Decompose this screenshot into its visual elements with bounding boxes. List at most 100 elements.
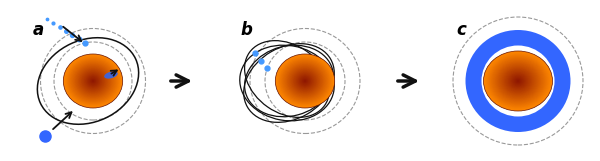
Ellipse shape: [282, 60, 328, 102]
Ellipse shape: [499, 65, 537, 98]
Ellipse shape: [288, 66, 322, 97]
Ellipse shape: [487, 54, 549, 108]
Ellipse shape: [515, 78, 521, 84]
Ellipse shape: [466, 30, 571, 132]
Ellipse shape: [517, 80, 519, 82]
Ellipse shape: [84, 73, 102, 89]
Ellipse shape: [301, 78, 309, 84]
Ellipse shape: [286, 64, 323, 98]
Ellipse shape: [498, 64, 538, 98]
Ellipse shape: [80, 69, 106, 93]
Ellipse shape: [515, 79, 521, 83]
Ellipse shape: [65, 56, 121, 106]
Ellipse shape: [70, 60, 116, 102]
Ellipse shape: [486, 53, 550, 109]
Ellipse shape: [482, 46, 554, 117]
Ellipse shape: [494, 60, 542, 102]
Ellipse shape: [516, 80, 520, 82]
Text: b: b: [240, 21, 252, 39]
Ellipse shape: [510, 74, 526, 88]
Ellipse shape: [77, 67, 109, 95]
Ellipse shape: [92, 80, 94, 82]
Ellipse shape: [284, 62, 326, 100]
Ellipse shape: [275, 54, 335, 108]
Ellipse shape: [514, 77, 523, 85]
Ellipse shape: [295, 72, 314, 90]
Ellipse shape: [277, 55, 333, 107]
Ellipse shape: [291, 68, 319, 94]
Ellipse shape: [292, 69, 319, 93]
Ellipse shape: [502, 67, 533, 95]
Ellipse shape: [67, 57, 119, 105]
Ellipse shape: [496, 62, 539, 100]
Ellipse shape: [511, 75, 525, 87]
Ellipse shape: [280, 58, 330, 104]
Ellipse shape: [104, 71, 118, 79]
Ellipse shape: [485, 52, 551, 109]
Ellipse shape: [484, 52, 551, 110]
Ellipse shape: [300, 76, 310, 86]
Ellipse shape: [301, 77, 310, 85]
Ellipse shape: [488, 55, 548, 107]
Ellipse shape: [503, 68, 533, 94]
Ellipse shape: [92, 80, 94, 82]
Ellipse shape: [492, 58, 544, 104]
Ellipse shape: [72, 62, 114, 100]
Ellipse shape: [507, 71, 529, 91]
Ellipse shape: [90, 78, 96, 84]
Ellipse shape: [491, 58, 545, 104]
Ellipse shape: [83, 72, 103, 90]
Ellipse shape: [500, 65, 536, 97]
Ellipse shape: [68, 59, 118, 103]
Ellipse shape: [299, 76, 311, 86]
Ellipse shape: [289, 67, 320, 95]
Ellipse shape: [509, 74, 527, 89]
Ellipse shape: [298, 74, 313, 88]
Ellipse shape: [276, 55, 334, 107]
Ellipse shape: [504, 69, 532, 93]
Ellipse shape: [279, 57, 331, 105]
Ellipse shape: [69, 59, 117, 103]
Ellipse shape: [513, 76, 523, 85]
Ellipse shape: [78, 67, 108, 95]
Ellipse shape: [77, 66, 109, 96]
Ellipse shape: [285, 63, 325, 99]
Ellipse shape: [289, 66, 322, 96]
Text: a: a: [33, 21, 44, 39]
Ellipse shape: [298, 75, 311, 87]
Ellipse shape: [287, 65, 323, 97]
Ellipse shape: [295, 71, 316, 90]
Ellipse shape: [304, 80, 306, 82]
Ellipse shape: [66, 57, 120, 105]
Ellipse shape: [64, 54, 123, 108]
Ellipse shape: [505, 70, 531, 92]
Ellipse shape: [303, 79, 307, 83]
Ellipse shape: [297, 74, 313, 88]
Ellipse shape: [83, 71, 103, 90]
Ellipse shape: [302, 78, 308, 84]
Ellipse shape: [496, 62, 541, 100]
Ellipse shape: [278, 57, 332, 105]
Ellipse shape: [85, 74, 101, 88]
Ellipse shape: [286, 63, 325, 99]
Ellipse shape: [495, 61, 541, 101]
Text: c: c: [456, 21, 466, 39]
Ellipse shape: [509, 73, 527, 89]
Ellipse shape: [490, 57, 545, 105]
Ellipse shape: [81, 70, 105, 92]
Ellipse shape: [91, 79, 95, 83]
Ellipse shape: [501, 66, 535, 96]
Ellipse shape: [71, 61, 115, 101]
Ellipse shape: [296, 73, 314, 89]
Ellipse shape: [86, 74, 100, 88]
Ellipse shape: [293, 70, 317, 92]
Ellipse shape: [280, 59, 329, 103]
Ellipse shape: [278, 56, 332, 106]
Ellipse shape: [508, 72, 529, 90]
Ellipse shape: [294, 71, 316, 91]
Ellipse shape: [74, 63, 112, 99]
Ellipse shape: [74, 64, 112, 98]
Ellipse shape: [497, 63, 539, 99]
Ellipse shape: [88, 76, 98, 86]
Ellipse shape: [493, 59, 543, 103]
